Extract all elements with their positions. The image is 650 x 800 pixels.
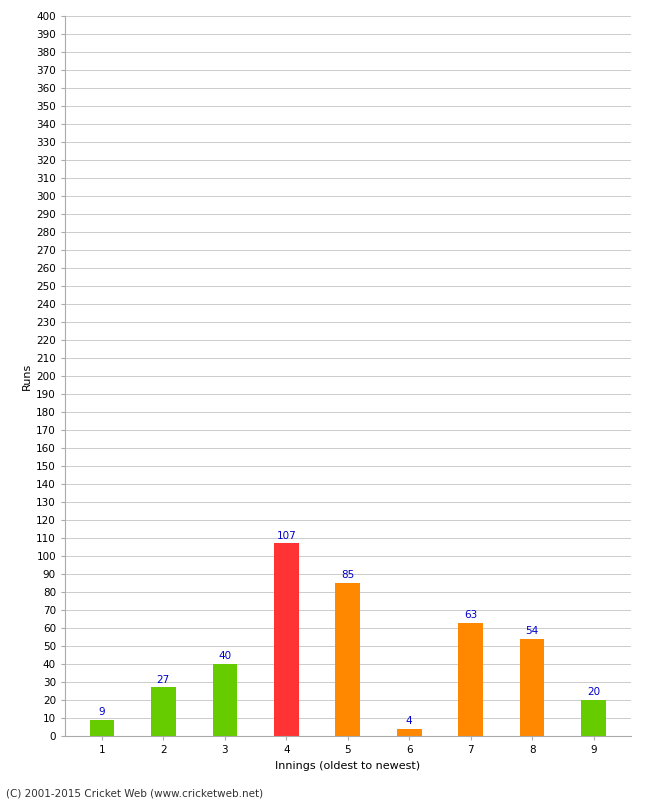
Bar <box>458 622 483 736</box>
X-axis label: Innings (oldest to newest): Innings (oldest to newest) <box>275 761 421 770</box>
Text: 9: 9 <box>99 707 105 717</box>
Text: (C) 2001-2015 Cricket Web (www.cricketweb.net): (C) 2001-2015 Cricket Web (www.cricketwe… <box>6 788 264 798</box>
Text: 20: 20 <box>587 687 600 698</box>
Bar <box>397 729 421 736</box>
Bar <box>520 638 545 736</box>
Bar <box>151 687 176 736</box>
Bar <box>213 664 237 736</box>
Text: 4: 4 <box>406 716 413 726</box>
Bar <box>90 720 114 736</box>
Bar <box>581 700 606 736</box>
Text: 27: 27 <box>157 674 170 685</box>
Text: 107: 107 <box>276 530 296 541</box>
Bar <box>335 583 360 736</box>
Text: 40: 40 <box>218 651 231 662</box>
Text: 85: 85 <box>341 570 354 580</box>
Y-axis label: Runs: Runs <box>22 362 32 390</box>
Bar <box>274 543 298 736</box>
Text: 54: 54 <box>526 626 539 636</box>
Text: 63: 63 <box>464 610 477 620</box>
